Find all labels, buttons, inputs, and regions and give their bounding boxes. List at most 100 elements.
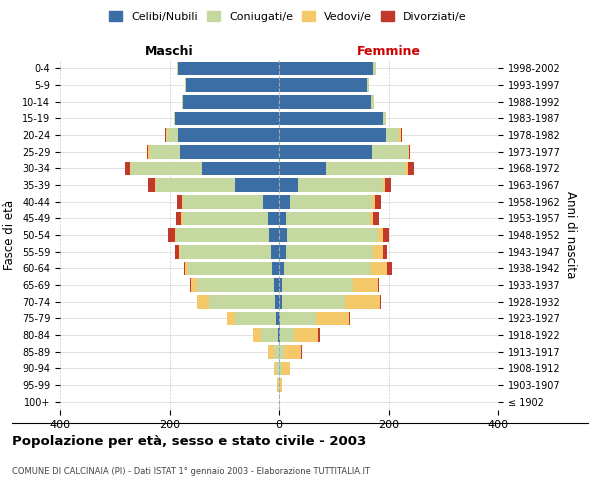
Bar (274, 362, 276, 375)
Bar (279, 195, 290, 208)
Bar (290, 195, 372, 208)
Bar (178, 62, 279, 75)
Bar (268, 345, 274, 358)
Bar (176, 212, 181, 225)
Bar (276, 362, 279, 375)
Bar (130, 162, 131, 175)
Bar (197, 295, 209, 308)
Bar (279, 345, 284, 358)
Bar (349, 312, 350, 325)
Bar (186, 78, 279, 92)
Bar (284, 262, 371, 275)
Bar (253, 328, 262, 342)
Bar (287, 228, 377, 242)
Bar (179, 245, 181, 258)
Bar (269, 228, 279, 242)
Bar (174, 112, 175, 125)
Bar (298, 178, 383, 192)
Bar (279, 95, 371, 108)
Bar (278, 378, 279, 392)
Bar (407, 162, 414, 175)
Bar (383, 228, 389, 242)
Bar (197, 278, 274, 292)
Bar (227, 312, 235, 325)
Bar (175, 112, 279, 125)
Bar (279, 228, 287, 242)
Bar (268, 212, 279, 225)
Bar (377, 278, 379, 292)
Bar (316, 312, 349, 325)
Bar (409, 145, 410, 158)
Bar (182, 195, 183, 208)
Text: Popolazione per età, sesso e stato civile - 2003: Popolazione per età, sesso e stato civil… (12, 435, 366, 448)
Bar (371, 262, 388, 275)
Bar (183, 95, 279, 108)
Bar (353, 278, 377, 292)
Bar (280, 312, 316, 325)
Bar (155, 178, 156, 192)
Bar (209, 295, 275, 308)
Bar (278, 328, 279, 342)
Bar (286, 212, 370, 225)
Bar (373, 212, 379, 225)
Bar (279, 262, 284, 275)
Bar (166, 128, 167, 142)
Bar (279, 212, 286, 225)
Bar (169, 228, 175, 242)
Bar (235, 312, 276, 325)
Bar (188, 262, 272, 275)
Bar (373, 245, 383, 258)
Bar (286, 245, 373, 258)
Bar (279, 162, 326, 175)
Bar (279, 328, 280, 342)
Bar (385, 178, 391, 192)
Bar (272, 262, 279, 275)
Bar (279, 378, 282, 392)
Bar (148, 145, 151, 158)
Legend: Celibi/Nubili, Coniugati/e, Vedovi/e, Divorziati/e: Celibi/Nubili, Coniugati/e, Vedovi/e, Di… (106, 8, 470, 25)
Bar (191, 278, 197, 292)
Bar (294, 328, 319, 342)
Bar (262, 328, 278, 342)
Bar (370, 212, 373, 225)
Bar (279, 128, 386, 142)
Bar (284, 345, 301, 358)
Bar (279, 78, 367, 92)
Bar (372, 195, 375, 208)
Bar (400, 128, 401, 142)
Bar (274, 278, 279, 292)
Bar (383, 245, 388, 258)
Text: Maschi: Maschi (145, 44, 194, 58)
Bar (282, 362, 290, 375)
Bar (183, 195, 263, 208)
Bar (279, 62, 373, 75)
Bar (181, 245, 271, 258)
Bar (185, 262, 188, 275)
Bar (301, 345, 302, 358)
Bar (185, 78, 186, 92)
Bar (181, 212, 183, 225)
Bar (271, 245, 279, 258)
Text: Femmine: Femmine (356, 44, 421, 58)
Bar (279, 145, 372, 158)
Bar (276, 312, 279, 325)
Bar (388, 262, 392, 275)
Bar (175, 245, 179, 258)
Bar (151, 145, 181, 158)
Bar (405, 162, 407, 175)
Bar (383, 178, 385, 192)
Bar (279, 278, 282, 292)
Bar (175, 228, 176, 242)
Bar (279, 245, 286, 258)
Bar (176, 195, 182, 208)
Bar (282, 278, 353, 292)
Bar (146, 145, 148, 158)
Bar (263, 195, 279, 208)
Bar (148, 178, 155, 192)
Bar (176, 62, 178, 75)
Bar (202, 162, 279, 175)
Bar (407, 145, 409, 158)
Y-axis label: Anni di nascita: Anni di nascita (564, 192, 577, 278)
Bar (279, 312, 280, 325)
Bar (380, 295, 382, 308)
